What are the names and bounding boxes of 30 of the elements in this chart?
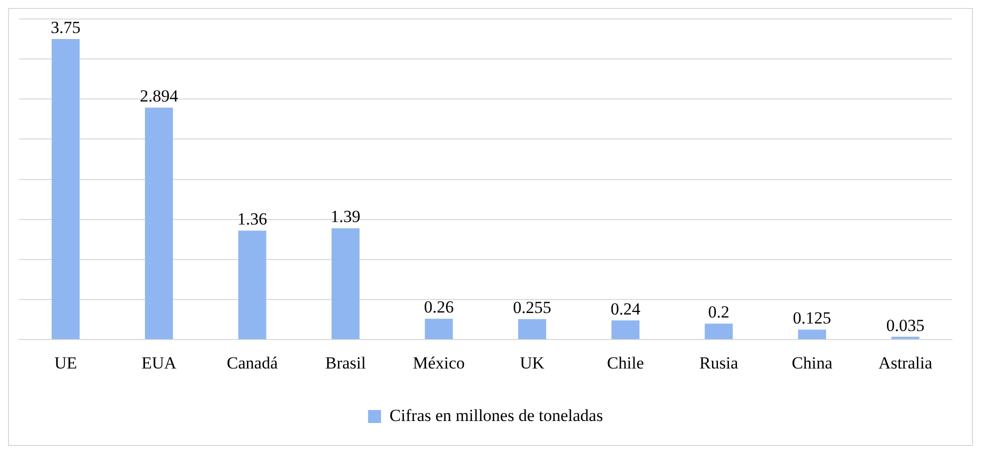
x-tick-label: Astralia bbox=[878, 353, 933, 372]
data-label: 1.39 bbox=[330, 207, 360, 226]
bar bbox=[704, 324, 733, 340]
bar bbox=[144, 108, 173, 340]
x-tick-label: Brasil bbox=[325, 353, 366, 372]
data-label: 1.36 bbox=[237, 210, 268, 229]
x-tick-label: Rusia bbox=[699, 353, 739, 372]
bar bbox=[518, 319, 546, 340]
data-label: 0.2 bbox=[708, 302, 730, 322]
bar bbox=[424, 318, 453, 340]
bar bbox=[611, 320, 640, 340]
x-tick-label: México bbox=[412, 353, 465, 372]
x-tick-label: EUA bbox=[141, 353, 178, 372]
x-tick-label: UE bbox=[54, 353, 77, 372]
x-tick-label: China bbox=[792, 353, 833, 372]
data-label: 0.125 bbox=[792, 308, 832, 328]
data-label: 0.26 bbox=[424, 298, 454, 317]
data-label: 2.894 bbox=[140, 86, 179, 106]
bar bbox=[798, 330, 826, 340]
legend-label: Cifras en millones de toneladas bbox=[390, 406, 603, 425]
bar bbox=[52, 39, 80, 340]
data-label: 0.24 bbox=[610, 299, 641, 318]
x-tick-label: Canadá bbox=[226, 353, 278, 372]
x-tick-label: UK bbox=[520, 353, 546, 372]
data-label: 3.75 bbox=[50, 18, 81, 38]
data-label: 0.035 bbox=[886, 316, 924, 335]
x-tick-label: Chile bbox=[607, 353, 644, 372]
data-label: 0.255 bbox=[513, 298, 552, 318]
bar bbox=[332, 228, 360, 340]
bar bbox=[238, 230, 266, 340]
